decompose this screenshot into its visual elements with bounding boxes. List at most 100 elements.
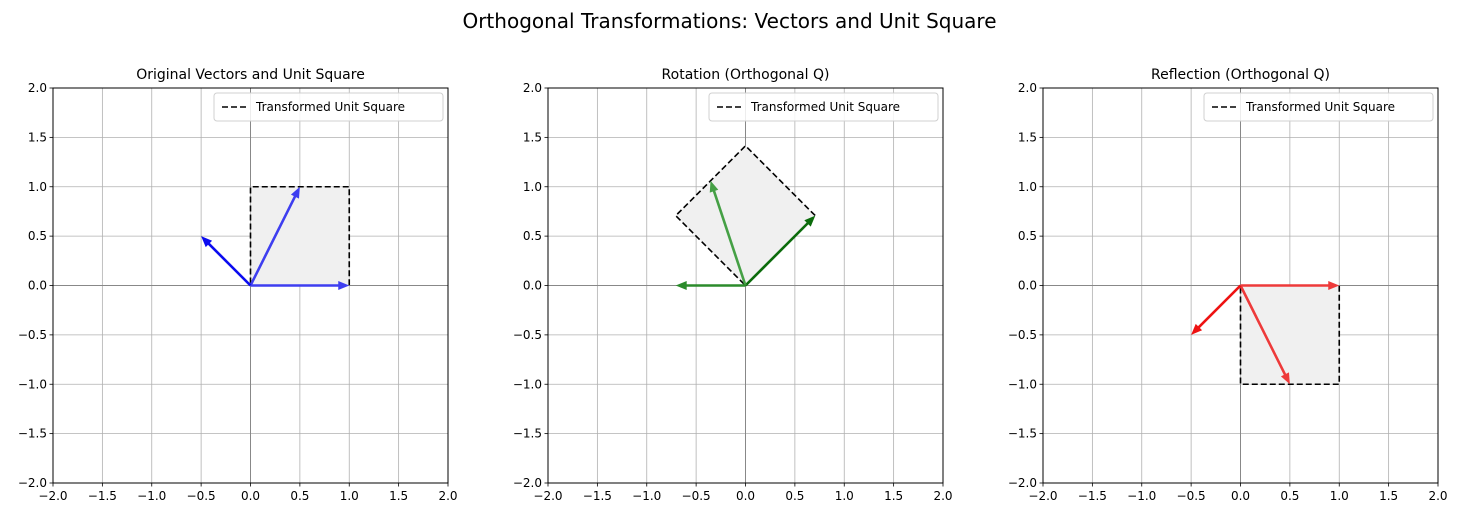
legend-label: Transformed Unit Square (1245, 100, 1395, 114)
vector-arrow (250, 281, 350, 290)
x-tick-label: 1.5 (1379, 489, 1398, 503)
x-tick-label: 0.0 (241, 489, 260, 503)
y-tick-label: 1.5 (1018, 130, 1037, 144)
legend-label: Transformed Unit Square (750, 100, 900, 114)
ticks: −2.0 −1.5 −1.0 −0.5 0.0 0.5 1.0 1.5 2.0 −2.0 −1.5 −… (513, 81, 953, 503)
x-tick-label: −0.5 (682, 489, 711, 503)
y-tick-label: 1.5 (28, 130, 47, 144)
vectors (675, 180, 816, 290)
vector-arrow (1240, 281, 1340, 290)
y-tick-label: 2.0 (28, 81, 47, 95)
vector-head (804, 215, 816, 227)
y-tick-label: 1.0 (1018, 180, 1037, 194)
vector-arrow (744, 215, 816, 287)
ticks: −2.0 −1.5 −1.0 −0.5 0.0 0.5 1.0 1.5 2.0 −2.0 −1.5 −… (1008, 81, 1448, 503)
vector-shaft (1197, 284, 1242, 329)
legend-label: Transformed Unit Square (255, 100, 405, 114)
y-tick-label: 0.0 (523, 279, 542, 293)
x-tick-label: −2.0 (38, 489, 67, 503)
x-tick-label: −1.0 (137, 489, 166, 503)
axes-frame (52, 87, 449, 484)
y-tick-label: 0.5 (523, 229, 542, 243)
panels: Original Vectors and Unit Square −2.0 −1.5… (18, 67, 1448, 503)
y-tick-label: −1.5 (18, 427, 47, 441)
y-tick-label: −2.0 (1008, 476, 1037, 490)
vector-head (338, 281, 350, 290)
x-tick-label: −1.5 (1078, 489, 1107, 503)
vectors (201, 186, 350, 290)
x-tick-label: 0.0 (736, 489, 755, 503)
vector-arrow (1191, 284, 1242, 335)
legend: Transformed Unit Square (213, 92, 444, 122)
vector-head (1328, 281, 1340, 290)
vector-arrow (201, 236, 252, 287)
y-tick-label: 0.5 (1018, 229, 1037, 243)
ticks: −2.0 −1.5 −1.0 −0.5 0.0 0.5 1.0 1.5 2.0 −2.0 −1.5 −… (18, 81, 458, 503)
x-tick-label: −1.5 (583, 489, 612, 503)
legend-box (708, 92, 939, 122)
x-tick-label: 1.5 (884, 489, 903, 503)
x-tick-label: 2.0 (933, 489, 952, 503)
vector-head (201, 236, 213, 248)
y-tick-label: −0.5 (18, 328, 47, 342)
x-tick-label: −0.5 (187, 489, 216, 503)
vector-arrow (249, 186, 300, 287)
panel-3: Reflection (Orthogonal Q) −2.0 −1.5 −1.0 −0.… (1008, 67, 1448, 503)
vector-head (290, 186, 300, 199)
y-tick-label: −0.5 (513, 328, 542, 342)
unit-square-fill (1240, 285, 1340, 385)
vector-arrow (675, 281, 746, 290)
panel-title: Original Vectors and Unit Square (136, 67, 365, 83)
vector-head (675, 281, 687, 290)
x-tick-label: 1.0 (340, 489, 359, 503)
x-tick-label: 2.0 (1428, 489, 1447, 503)
vector-head (1280, 372, 1290, 385)
panel-title: Reflection (Orthogonal Q) (1151, 67, 1330, 83)
x-tick-label: −1.0 (632, 489, 661, 503)
unit-square-fill (675, 145, 816, 286)
vector-shaft (744, 221, 810, 287)
panel-title: Rotation (Orthogonal Q) (662, 67, 830, 83)
x-tick-label: 0.5 (290, 489, 309, 503)
y-tick-label: −1.5 (513, 427, 542, 441)
x-tick-label: 1.0 (835, 489, 854, 503)
x-tick-label: −2.0 (1028, 489, 1057, 503)
y-tick-label: 2.0 (523, 81, 542, 95)
x-tick-label: −1.0 (1127, 489, 1156, 503)
vector-head (1191, 323, 1203, 335)
y-tick-label: 0.5 (28, 229, 47, 243)
axes-frame (1042, 87, 1439, 484)
x-tick-label: −0.5 (1177, 489, 1206, 503)
y-tick-label: 0.0 (1018, 279, 1037, 293)
x-tick-label: 0.0 (1231, 489, 1250, 503)
x-tick-label: 0.5 (1280, 489, 1299, 503)
y-tick-label: 1.5 (523, 130, 542, 144)
vector-arrow (709, 180, 747, 286)
y-tick-label: −1.5 (1008, 427, 1037, 441)
vector-arrow (1239, 284, 1290, 385)
vector-shaft (712, 189, 747, 286)
y-tick-label: −2.0 (18, 476, 47, 490)
vectors (1191, 281, 1340, 385)
y-tick-label: −1.0 (18, 377, 47, 391)
vector-shaft (249, 195, 297, 287)
y-tick-label: 0.0 (28, 279, 47, 293)
y-tick-label: −0.5 (1008, 328, 1037, 342)
legend-box (213, 92, 444, 122)
y-tick-label: 2.0 (1018, 81, 1037, 95)
legend: Transformed Unit Square (708, 92, 939, 122)
y-tick-label: 1.0 (523, 180, 542, 194)
x-tick-label: 0.5 (785, 489, 804, 503)
x-tick-label: −1.5 (88, 489, 117, 503)
x-tick-label: 1.5 (389, 489, 408, 503)
x-tick-label: −2.0 (533, 489, 562, 503)
legend: Transformed Unit Square (1203, 92, 1434, 122)
y-tick-label: −1.0 (1008, 377, 1037, 391)
vector-shaft (207, 242, 252, 287)
y-tick-label: −1.0 (513, 377, 542, 391)
panel-1: Original Vectors and Unit Square −2.0 −1.5… (18, 67, 458, 503)
vector-head (709, 180, 719, 193)
panel-2: Rotation (Orthogonal Q) −2.0 −1.5 −1.0 −0.5 0… (513, 67, 953, 503)
y-tick-label: −2.0 (513, 476, 542, 490)
